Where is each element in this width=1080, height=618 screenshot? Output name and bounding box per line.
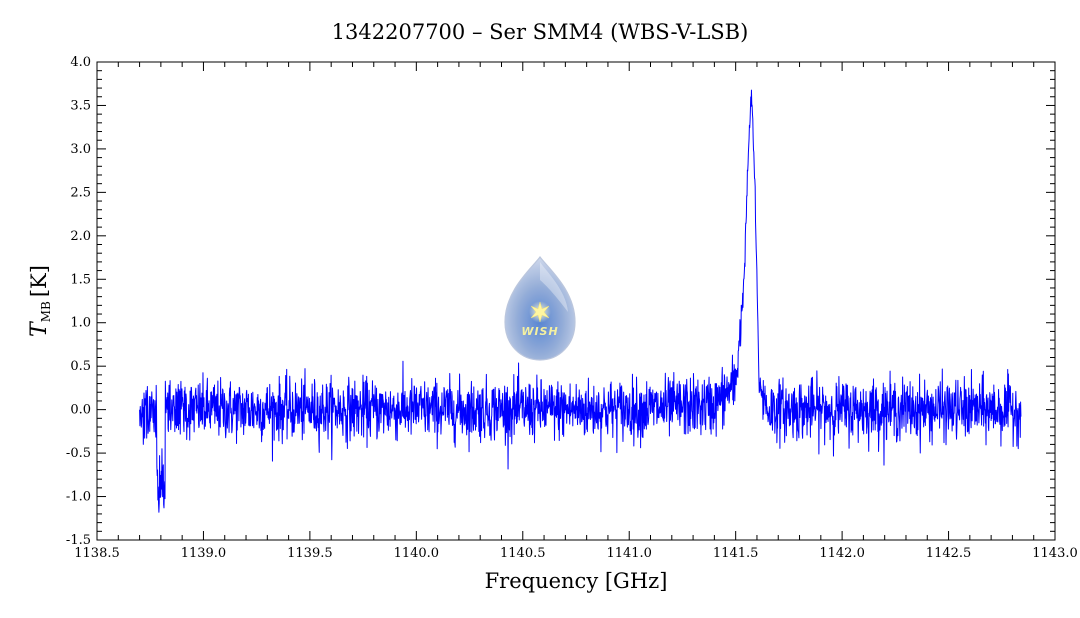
y-tick-label: -1.5: [66, 533, 91, 548]
x-tick-label: 1142.5: [926, 546, 972, 561]
tick-labels: 1138.5 1139.0 1139.5 1140.0 1140.5 1141.0 1141…: [66, 55, 1078, 561]
x-axis-label: Frequency [GHz]: [485, 569, 668, 593]
spectrum-series-line: [139, 89, 1022, 513]
plot-frame: [96, 61, 1056, 541]
x-tick-label: 1141.0: [606, 546, 652, 561]
y-tick-label: 0.5: [70, 359, 91, 374]
y-tick-label: -0.5: [66, 446, 91, 461]
axis-ticks: [96, 61, 1056, 541]
y-axis-subscript: MB: [39, 301, 53, 322]
y-tick-label: 0.0: [70, 403, 91, 418]
y-tick-label: 2.5: [70, 185, 91, 200]
y-tick-label: 4.0: [70, 55, 91, 70]
y-tick-label: 2.0: [70, 229, 91, 244]
x-tick-label: 1139.0: [181, 546, 227, 561]
x-tick-label: 1142.0: [819, 546, 865, 561]
y-axis-unit: [K]: [27, 265, 51, 297]
x-tick-label: 1139.5: [287, 546, 333, 561]
y-tick-label: 1.0: [70, 316, 91, 331]
y-tick-label: -1.0: [66, 490, 91, 505]
chart-title: 1342207700 – Ser SMM4 (WBS-V-LSB): [332, 20, 749, 44]
x-tick-label: 1141.5: [713, 546, 759, 561]
wish-logo: WISH: [504, 255, 576, 361]
x-tick-label: 1143.0: [1032, 546, 1078, 561]
x-tick-label: 1138.5: [74, 546, 120, 561]
y-axis-symbol: T: [27, 320, 52, 337]
y-tick-label: 3.0: [70, 142, 91, 157]
x-tick-label: 1140.5: [500, 546, 546, 561]
y-tick-label: 3.5: [70, 98, 91, 113]
y-tick-label: 1.5: [70, 272, 91, 287]
y-axis-label: TMB [K]: [27, 265, 53, 337]
logo-text: WISH: [521, 325, 558, 338]
x-tick-label: 1140.0: [394, 546, 440, 561]
